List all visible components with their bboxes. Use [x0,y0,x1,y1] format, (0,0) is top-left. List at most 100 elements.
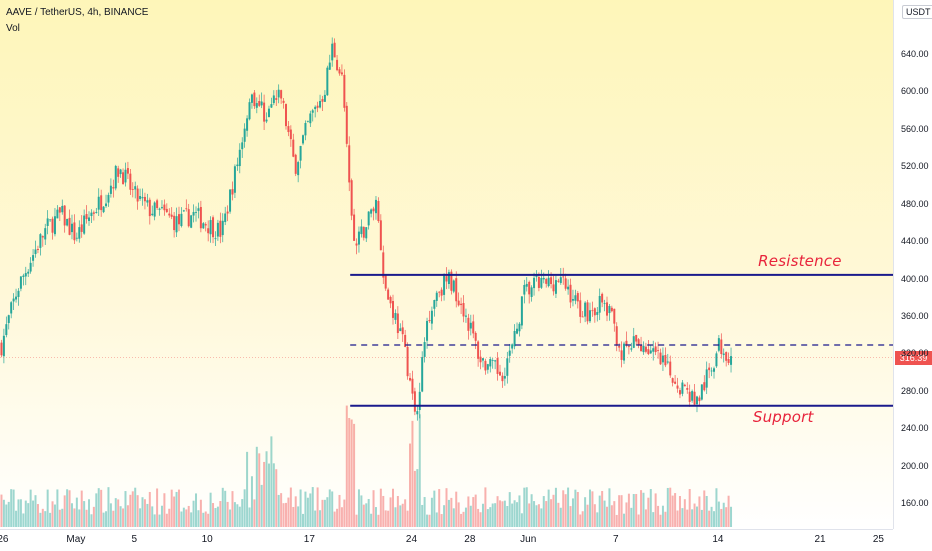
candle-body [693,391,696,405]
candle-body [613,308,616,324]
candle-body [513,331,516,347]
candle-body [321,99,324,102]
volume-bar [114,498,117,527]
volume-bar [688,489,691,527]
volume-bar [7,501,10,527]
candle-body [68,217,71,235]
currency-badge[interactable]: USDT [902,5,932,19]
candle-body [426,320,429,341]
candle-body [610,307,613,312]
last-price-badge: 316.39 [895,350,932,365]
candle-body [608,305,611,314]
volume-bar [698,496,701,527]
time-axis[interactable] [0,529,893,551]
volume-bar [418,414,421,527]
horizontal-levels[interactable] [350,273,893,407]
volume-bar [511,503,514,527]
candle-body [654,346,657,353]
volume-bar [720,508,723,527]
volume-bar [535,505,538,527]
candle-body [126,168,129,174]
candle-body [649,350,652,354]
candle-body [418,391,421,411]
chart-plot-area[interactable]: AAVE / TetherUS, 4h, BINANCE Vol Resiste… [0,0,893,529]
candle-body [41,236,44,238]
candle-body [494,360,497,362]
candle-body [647,349,650,355]
candle-body [284,104,287,127]
volume-bar [0,494,3,527]
volume-bar [267,463,270,527]
candle-body [258,100,261,106]
candle-body [143,196,146,202]
volume-bar [17,499,20,527]
candle-body [666,361,669,363]
volume-bar [97,488,100,527]
candle-body [360,226,363,235]
volume-bar [377,514,380,527]
volume-bar [338,494,341,527]
volume-bar [336,508,339,527]
candle-body [370,209,373,214]
volume-bar [32,500,35,527]
volume-bar [564,494,567,527]
candle-body [153,202,156,217]
volume-bar [637,514,640,527]
candle-body [523,284,526,295]
volume-bar [715,488,718,527]
candle-body [409,377,412,381]
candle-body [479,356,482,363]
candle-body [36,248,39,251]
volume-bar [440,514,443,527]
candle-body [24,273,27,277]
volume-bar [379,488,382,527]
candle-body [168,213,171,216]
volume-bar [197,510,200,527]
volume-bar [674,493,677,527]
price-axis[interactable] [893,0,932,529]
volume-bar [618,495,621,527]
price-tick-label: 480.00 [901,198,929,209]
candle-body [540,278,543,288]
volume-bar [343,499,346,527]
volume-bar [345,405,348,527]
volume-bar [119,506,122,527]
volume-bar [401,503,404,527]
volume-bar [661,505,664,527]
candle-body [579,300,582,317]
candle-body [627,346,630,348]
candle-body [416,411,419,415]
candle-body [557,280,560,282]
time-tick-label: 7 [612,534,619,545]
candle-body [109,185,112,194]
volume-bar [520,513,523,527]
volume-bar [447,499,450,527]
volume-bar [615,514,618,527]
volume-bar [95,493,98,527]
candle-body [253,92,256,107]
volume-bar [686,509,689,527]
candle-body [102,206,105,213]
candlestick-chart[interactable] [0,0,893,529]
volume-bar [528,503,531,527]
candle-body [374,199,377,214]
volume-bar [596,512,599,527]
candle-body [394,312,397,320]
candle-body [338,69,341,74]
volume-bar [190,512,193,527]
candle-body [75,237,78,239]
volume-bar [362,504,365,527]
volume-indicator-label[interactable]: Vol [6,23,20,34]
candle-body [455,278,458,302]
candle-body [207,228,210,234]
volume-bar [467,496,470,527]
volume-bar [406,510,409,527]
candle-body [306,120,309,122]
candle-body [229,189,232,212]
candle-body [365,227,368,239]
volume-bar [710,506,713,527]
candle-body [472,321,475,334]
volume-bar [574,489,577,527]
volume-bar [360,495,363,527]
candle-body [348,145,351,183]
